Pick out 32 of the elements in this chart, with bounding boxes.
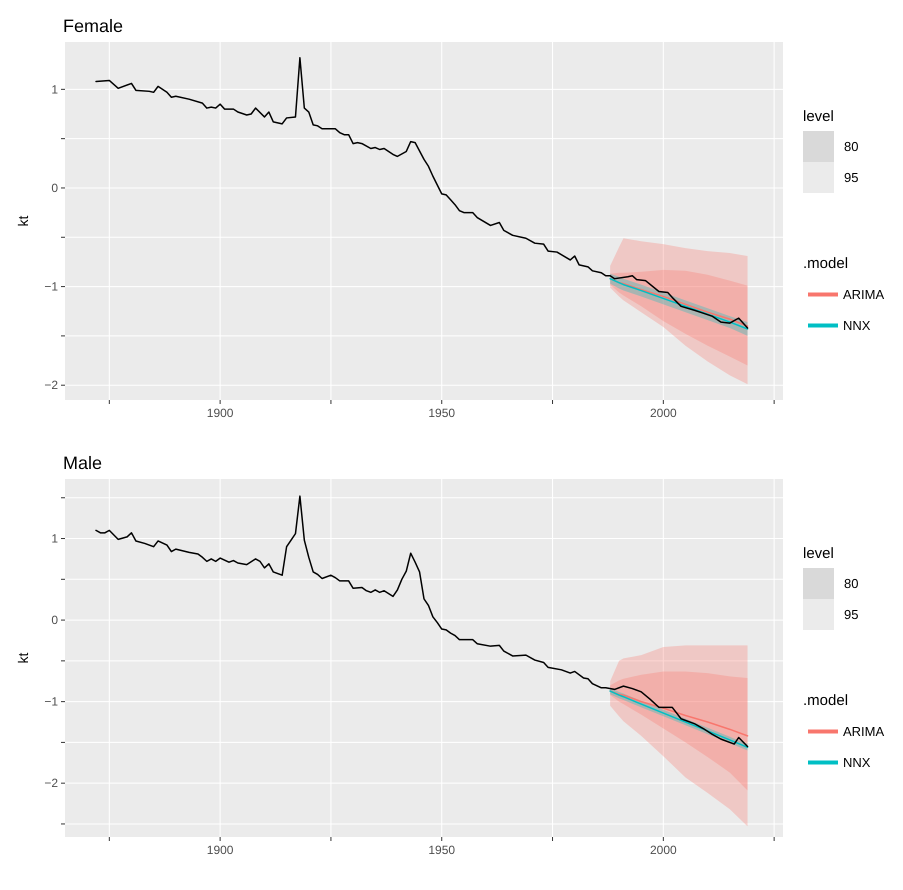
x-tick-label: 1900 xyxy=(206,406,234,420)
text: 80 xyxy=(844,139,858,154)
y-tick-label: 1 xyxy=(51,532,58,546)
y-tick-label: −2 xyxy=(44,378,58,392)
x-tick-label: 1950 xyxy=(428,406,456,420)
y-tick-label: −1 xyxy=(44,280,58,294)
chart-title: Female xyxy=(63,16,124,36)
x-tick-label: 1900 xyxy=(206,843,234,857)
y-tick-label: −1 xyxy=(44,694,58,709)
legend-label: ARIMA xyxy=(843,287,884,302)
legend-label: ARIMA xyxy=(843,724,884,739)
y-tick-label: 0 xyxy=(51,613,58,628)
legend-label: NNX xyxy=(843,318,871,333)
y-tick-label: 0 xyxy=(51,180,58,195)
legend-label: NNX xyxy=(843,755,871,770)
y-axis-title: kt xyxy=(15,652,31,664)
y-tick-label: −2 xyxy=(44,776,58,790)
line-series xyxy=(95,57,748,329)
text: 95 xyxy=(844,170,858,185)
x-tick-label: 2000 xyxy=(650,843,678,857)
y-tick-label: 1 xyxy=(51,82,58,96)
y-axis-title: kt xyxy=(15,215,31,226)
x-tick-label: 2000 xyxy=(650,406,678,420)
chart-title: Male xyxy=(63,453,102,473)
text: 80 xyxy=(844,576,858,591)
legend-title: .model xyxy=(803,255,848,272)
text: 95 xyxy=(844,607,858,622)
legend-title: .model xyxy=(803,692,848,709)
text: level xyxy=(803,545,835,562)
line-series xyxy=(95,495,748,748)
text: level xyxy=(803,108,835,125)
x-tick-label: 1950 xyxy=(428,843,456,857)
